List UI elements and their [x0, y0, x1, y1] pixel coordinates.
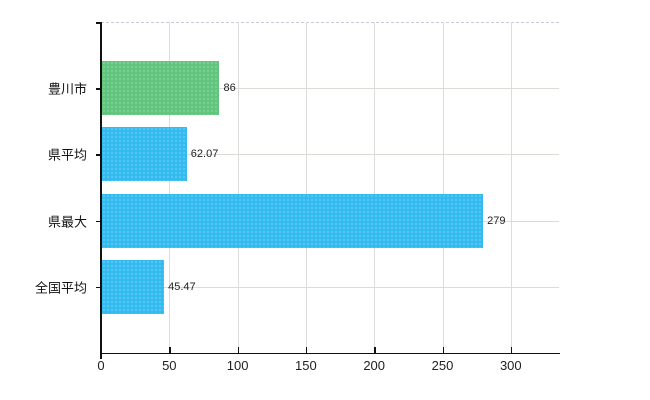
y-axis-tick: [96, 220, 101, 223]
category-label: 県最大: [47, 214, 87, 230]
category-label: 県平均: [47, 147, 87, 163]
bar: [102, 259, 165, 314]
category-label: 全国平均: [34, 280, 87, 296]
bar-value-label: 62.07: [190, 148, 219, 161]
x-axis-tick: [510, 347, 513, 353]
x-axis-tick: [442, 347, 444, 353]
category-label: 豊川市: [47, 81, 87, 97]
gridline-vertical: [169, 22, 171, 353]
gridline-horizontal: [101, 286, 559, 288]
gridline-horizontal: [101, 154, 559, 156]
gridline-vertical: [237, 22, 239, 353]
y-axis-tick: [96, 154, 101, 156]
y-axis-tick: [96, 286, 101, 289]
x-axis-tick: [374, 347, 376, 353]
y-axis-top-tick: [96, 22, 101, 24]
y-axis-tick: [96, 88, 101, 90]
x-axis-tick: [305, 347, 308, 353]
gridline-vertical: [305, 22, 307, 353]
y-axis-line: [100, 22, 102, 359]
x-tick-label: 250: [431, 358, 454, 373]
x-axis-tick: [237, 347, 240, 353]
bar: [102, 61, 220, 116]
x-tick-label: 100: [226, 358, 249, 373]
bar-value-label: 279: [487, 214, 506, 227]
x-axis-tick: [169, 347, 171, 353]
x-tick-label: 150: [295, 358, 317, 373]
bar-value-label: 86: [223, 82, 236, 95]
x-tick-label: 50: [162, 358, 177, 373]
x-tick-label: 0: [97, 358, 105, 373]
x-tick-label: 300: [499, 358, 522, 373]
plot-area: 86 62.07 279 45.47: [101, 22, 559, 353]
x-tick-label: 200: [363, 358, 386, 373]
gridline-vertical: [374, 22, 376, 353]
gridline-horizontal: [101, 88, 559, 90]
plot-top-border: [101, 22, 559, 23]
bar-value-label: 45.47: [168, 280, 196, 293]
x-axis-line: [100, 352, 560, 355]
gridline-vertical: [442, 22, 444, 353]
bar: [102, 193, 484, 248]
bar: [102, 127, 187, 182]
gridline-vertical: [510, 22, 512, 353]
